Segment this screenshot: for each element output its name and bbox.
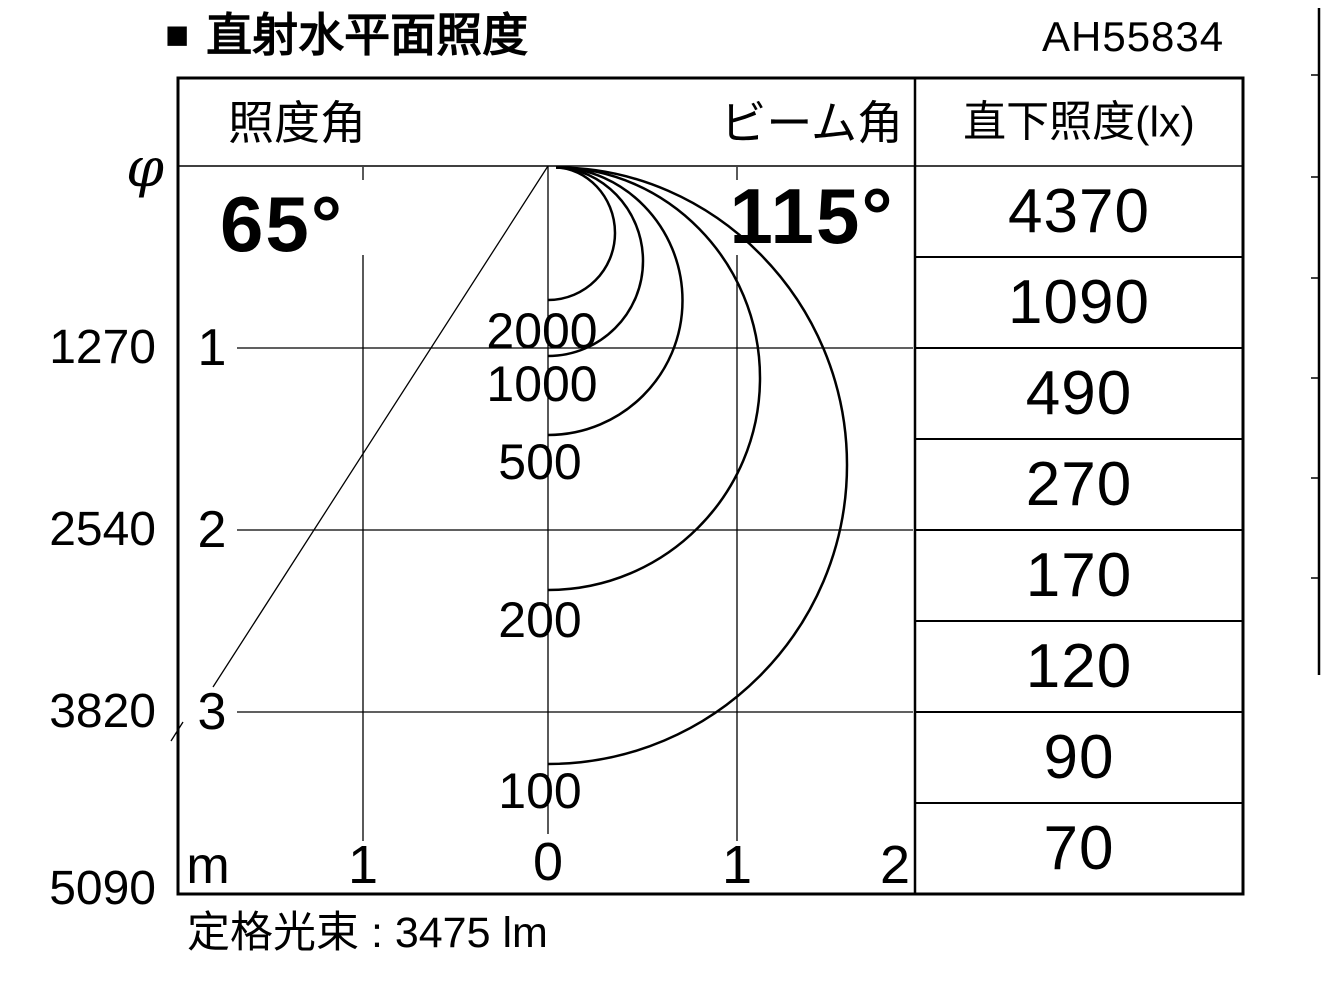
beam-angle-value: 115° [729,172,895,260]
curve-label-100: 100 [498,763,582,819]
table-value: 1090 [1008,268,1150,337]
table-row: 90 [917,712,1241,803]
title-square-icon: ■ [165,13,190,57]
table-row: 170 [917,530,1241,621]
metre-gridlines [362,167,738,841]
illuminance-angle-value: 65° [220,180,344,268]
phi-tick-5090: 5090 [49,862,156,915]
rated-flux-caption: 定格光束 : 3475 lm [187,909,548,957]
phi-tick-3820: 3820 [49,685,156,738]
curve-label-1000: 1000 [486,356,598,412]
outer-frame [176,76,1245,896]
depth-tick-2: 2 [197,501,227,559]
table-value: 90 [1043,723,1115,792]
x-tick-right-2: 2 [879,835,911,895]
x-tick-left-1: 1 [347,835,379,895]
table-row: 70 [917,803,1241,894]
phi-tick-2540: 2540 [49,503,156,556]
table-value: 120 [1025,632,1133,701]
isolux-curve-500 [547,166,684,437]
table-value: 170 [1025,541,1133,610]
isolux-curve-1000 [547,166,645,358]
page-title-text: 直射水平面照度 [206,9,529,61]
model-number: AH55834 [1042,13,1225,60]
table-value: 4370 [1008,177,1150,246]
isolux-curve-100 [547,166,849,766]
table-value: 490 [1025,359,1133,428]
x-tick-0: 0 [532,832,564,892]
table-value: 270 [1025,450,1133,519]
adjacent-figure-border [1311,8,1321,675]
table-row: 4370 [917,166,1241,257]
table-row: 490 [917,348,1241,439]
depth-gridlines [237,347,913,713]
depth-tick-1: 1 [197,319,227,377]
isolux-curve-200 [547,166,762,592]
illuminance-angle-line [170,165,549,742]
curve-label-200: 200 [498,592,582,648]
curve-label-500: 500 [498,434,582,490]
depth-tick-3: 3 [197,683,227,741]
table-row: 270 [917,439,1241,530]
x-axis-unit: m [186,837,230,895]
phi-symbol: φ [126,136,164,199]
table-header: 直下照度(lx) [963,98,1195,147]
beam-angle-header: ビーム角 [720,97,903,149]
table-value: 70 [1043,814,1115,883]
page-title: ■ 直射水平面照度 [165,12,528,58]
isolux-curves [547,166,849,766]
illuminance-angle-header: 照度角 [228,97,366,149]
table-row: 120 [917,621,1241,712]
curve-label-2000: 2000 [486,303,598,359]
table-row-rules [915,256,1243,804]
table-row: 1090 [917,257,1241,348]
x-tick-right-1: 1 [721,835,753,895]
isolux-curve-2000 [547,166,617,302]
phi-tick-1270: 1270 [49,321,156,374]
